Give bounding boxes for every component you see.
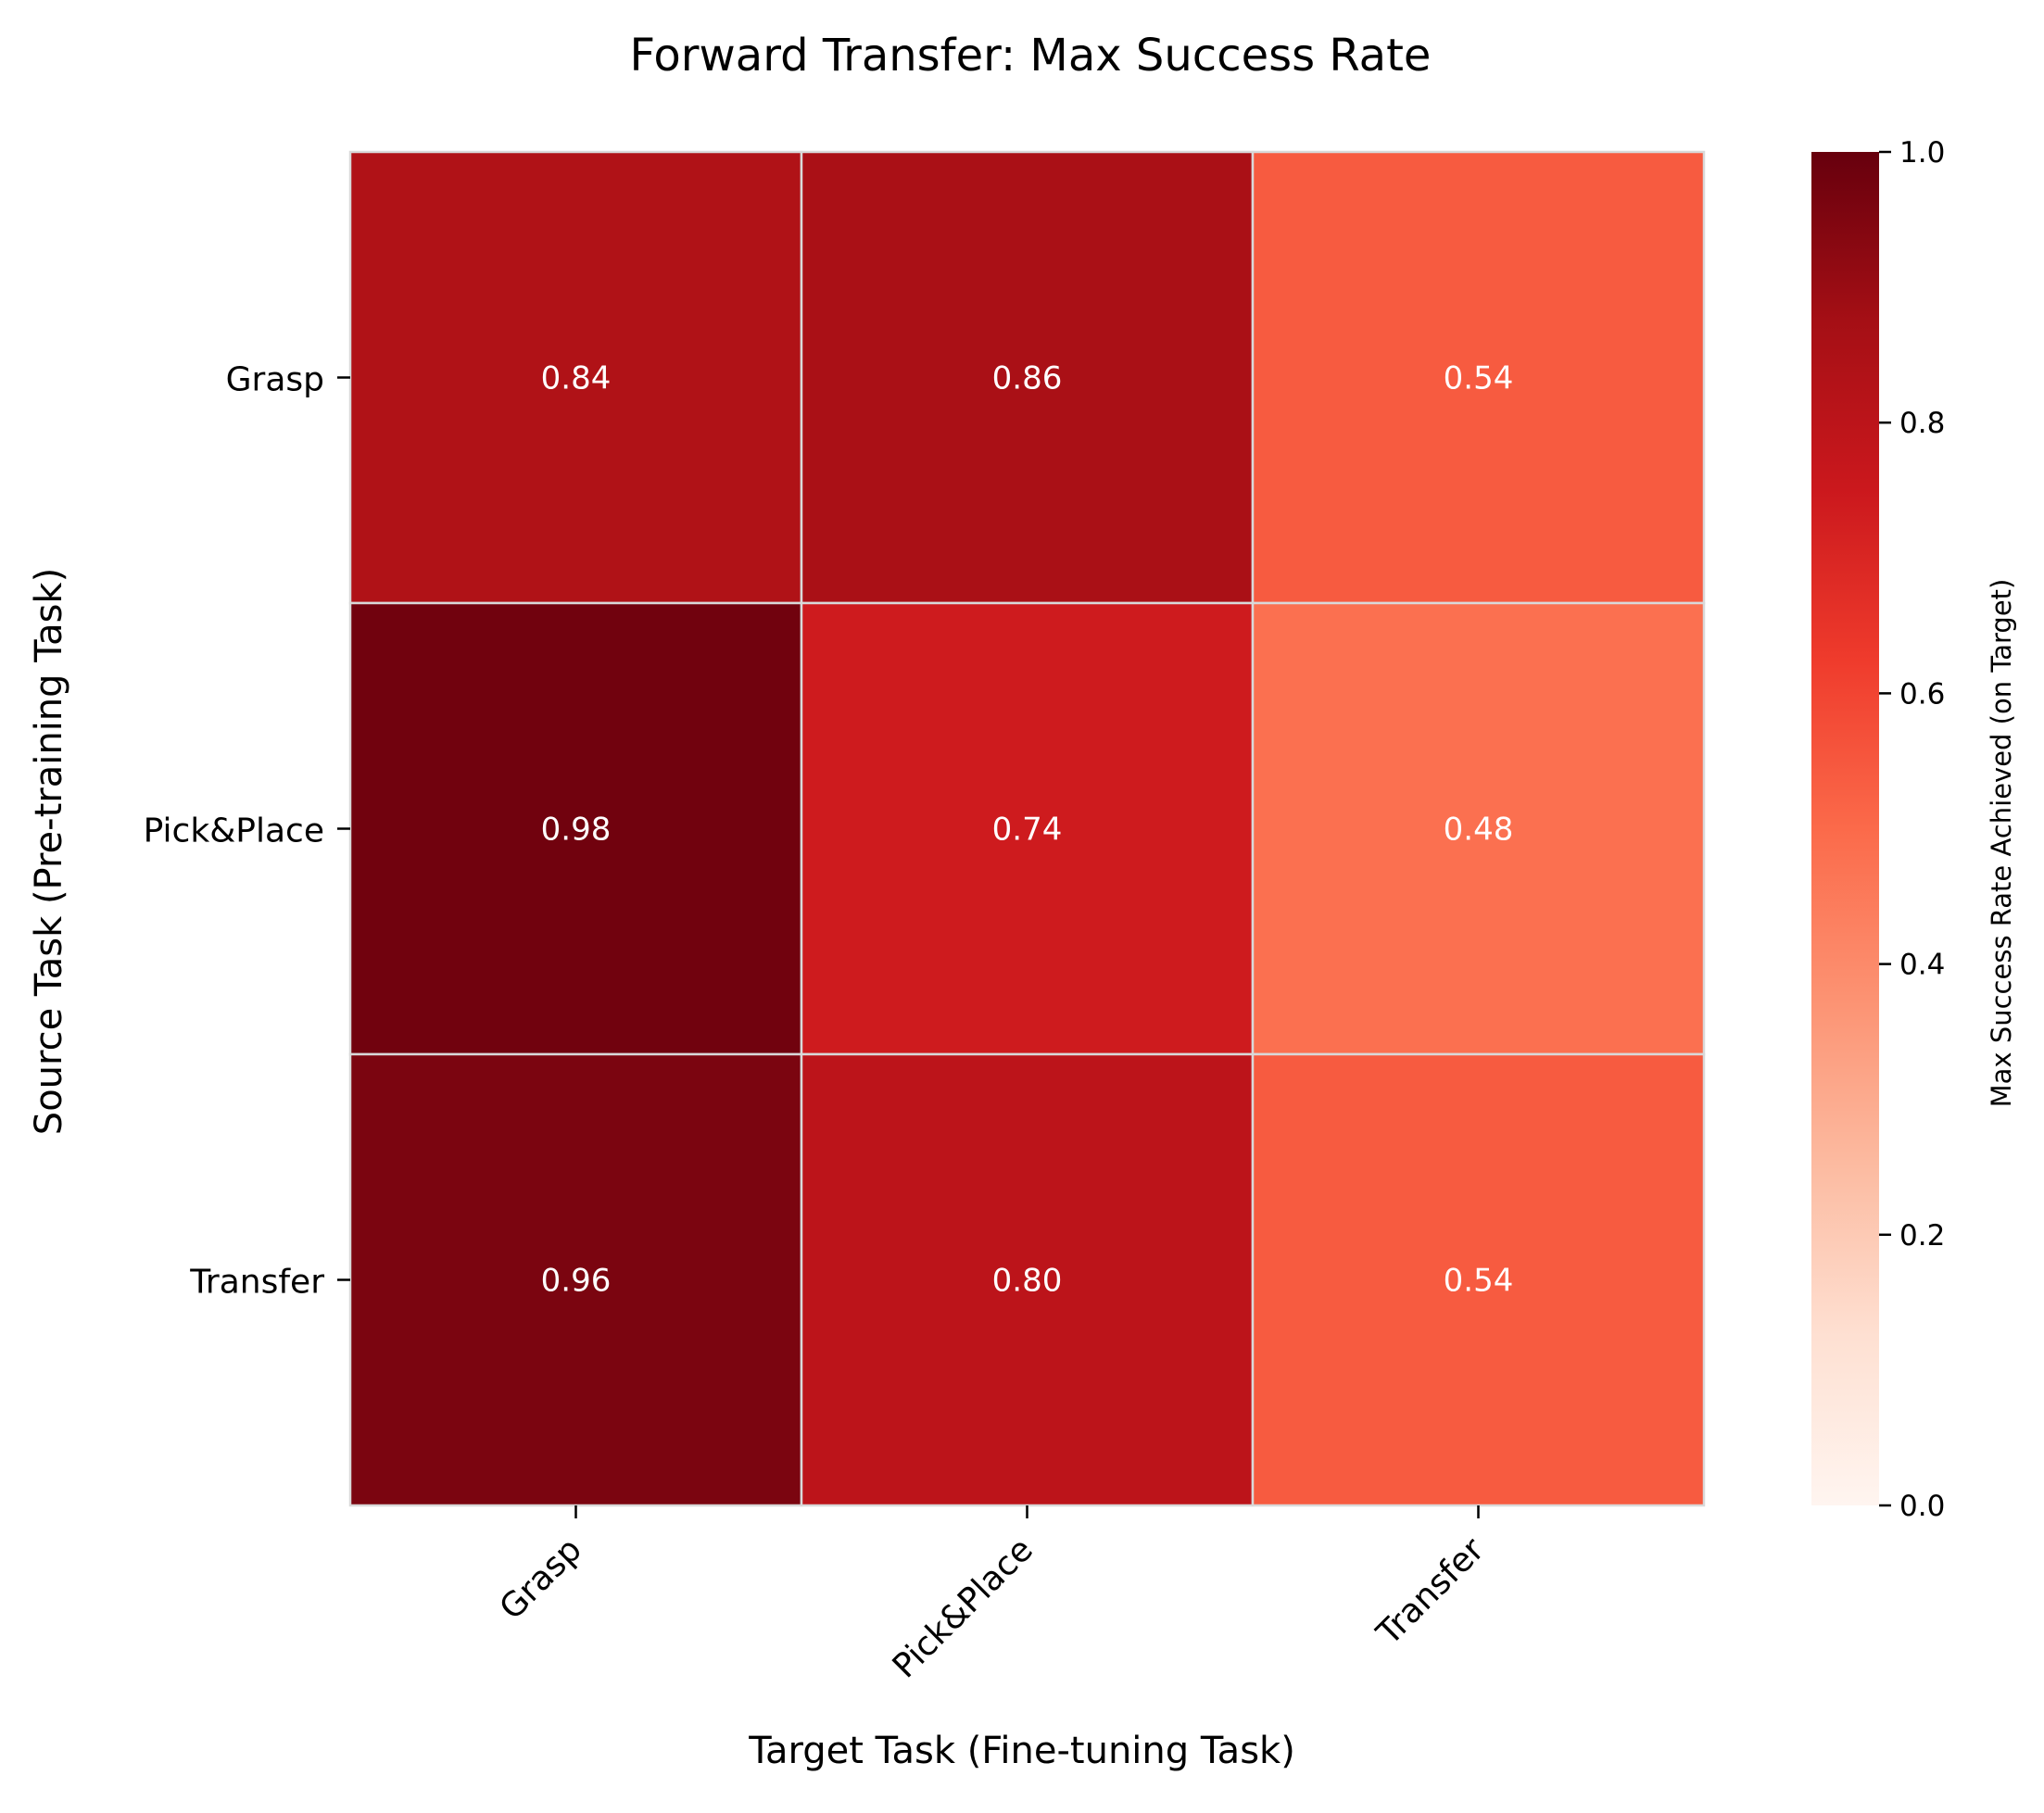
cell-value-label: 0.74 (992, 812, 1063, 849)
colorbar-label: Max Success Rate Achieved (on Target) (1986, 579, 2017, 1108)
heatmap-cell (348, 150, 803, 605)
cell-value-label: 0.98 (541, 812, 612, 849)
cell-value-label: 0.80 (992, 1263, 1063, 1300)
colorbar-tick-label: 0.6 (1899, 677, 1945, 711)
cell-value-label: 0.54 (1444, 360, 1514, 397)
x-tick-label: Transfer (1369, 1530, 1492, 1653)
heatmap-cell (1251, 601, 1706, 1056)
colorbar-axis: 0.0 0.2 0.4 0.6 0.8 1.0 (1879, 136, 1945, 1523)
cell-value-label: 0.86 (992, 360, 1063, 397)
cell-value-label: 0.48 (1444, 812, 1514, 849)
colorbar-tick-label: 0.8 (1899, 407, 1945, 440)
cell-value-label: 0.54 (1444, 1263, 1514, 1300)
heatmap-cell (800, 1052, 1255, 1507)
y-axis: Grasp Pick&Place Transfer (144, 361, 350, 1302)
cell-value-label: 0.96 (541, 1263, 612, 1300)
heatmap-cell (800, 150, 1255, 605)
colorbar-tick-label: 0.4 (1899, 949, 1945, 982)
colorbar-tick-label: 0.0 (1899, 1490, 1945, 1523)
y-tick-label: Transfer (189, 1264, 324, 1302)
heatmap-cells: 0.84 0.86 0.54 0.98 0.74 0.48 0.96 0.80 0.54 (348, 150, 1706, 1507)
cell-value-label: 0.84 (541, 360, 612, 397)
chart-title: Forward Transfer: Max Success Rate (630, 30, 1432, 82)
y-axis-label: Source Task (Pre-training Task) (28, 568, 70, 1135)
x-tick-label: Grasp (493, 1530, 589, 1627)
colorbar-tick-label: 0.2 (1899, 1219, 1945, 1253)
x-tick-label: Pick&Place (886, 1530, 1041, 1685)
heatmap-cell (1251, 150, 1706, 605)
heatmap-cell (348, 601, 803, 1056)
heatmap-cell (348, 1052, 803, 1507)
y-tick-label: Pick&Place (144, 812, 324, 850)
colorbar (1811, 152, 1879, 1505)
x-axis: Grasp Pick&Place Transfer (493, 1505, 1492, 1686)
y-tick-label: Grasp (226, 361, 324, 399)
colorbar-tick-label: 1.0 (1899, 136, 1945, 170)
x-axis-label: Target Task (Fine-tuning Task) (748, 1730, 1295, 1772)
heatmap-cell (800, 601, 1255, 1056)
